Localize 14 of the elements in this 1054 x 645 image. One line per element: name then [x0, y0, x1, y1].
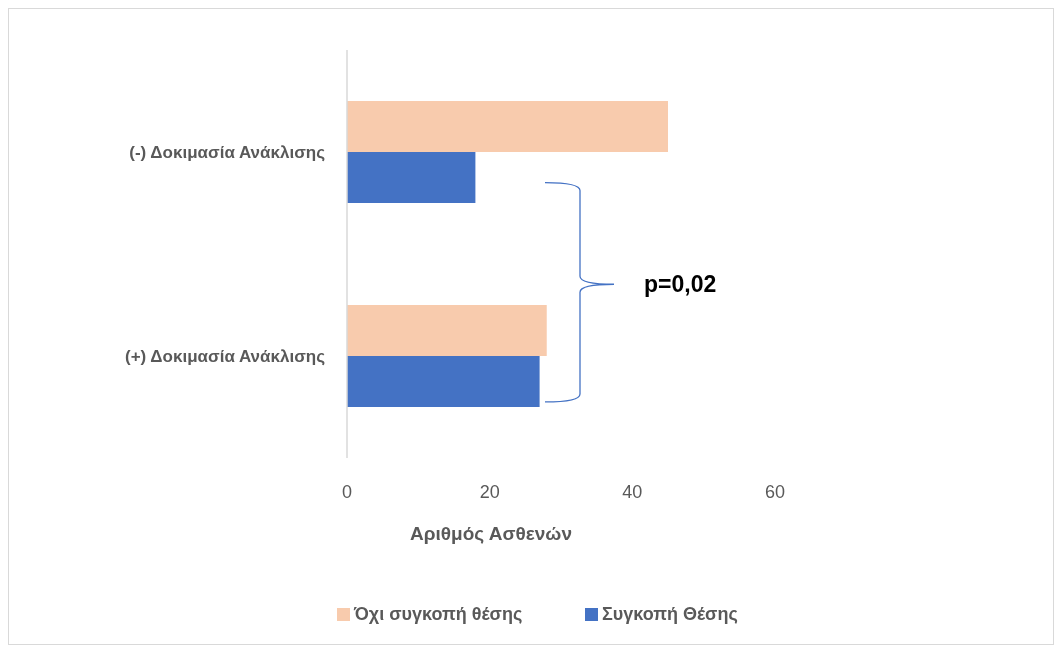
y-tick-label: (+) Δοκιμασία Ανάκλισης [125, 346, 326, 366]
x-tick-label: 0 [341, 482, 353, 502]
bar [347, 305, 547, 356]
legend-label: Συγκοπή Θέσης [602, 604, 738, 624]
legend-label: Όχι συγκοπή θέσης [353, 604, 523, 624]
x-tick-label: 20 [479, 482, 500, 502]
bar [347, 101, 668, 152]
bar [347, 356, 540, 407]
x-tick-label: 40 [622, 482, 643, 502]
x-axis-title: Αριθμός Ασθενών [410, 523, 572, 544]
y-tick-label: (-) Δοκιμασία Ανάκλισης [129, 142, 326, 162]
annotation: p=0,02 [644, 271, 717, 298]
bar [347, 152, 476, 203]
x-tick-label: 60 [764, 482, 786, 502]
